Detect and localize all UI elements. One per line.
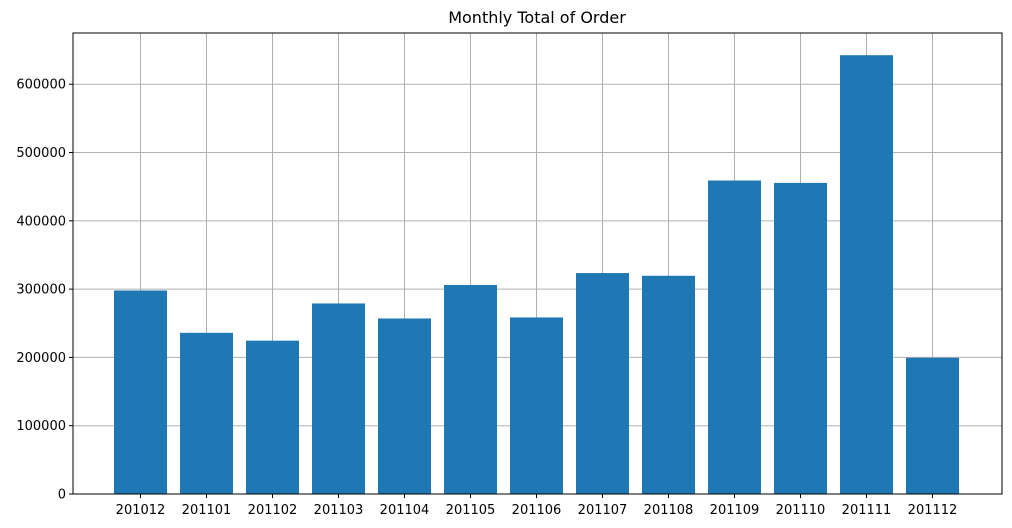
y-tick-label: 300000 xyxy=(16,283,66,298)
x-tick-label: 201111 xyxy=(842,503,892,518)
x-tick-label: 201109 xyxy=(710,503,760,518)
y-tick-label: 600000 xyxy=(16,78,66,93)
y-tick-label: 0 xyxy=(58,488,66,503)
bars xyxy=(114,55,959,495)
y-tick-label: 400000 xyxy=(16,214,66,229)
x-tick-label: 201110 xyxy=(776,503,826,518)
bar-201110 xyxy=(774,182,827,494)
x-tick-label: 201104 xyxy=(380,503,430,518)
bar-201107 xyxy=(576,273,629,494)
x-tick-label: 201107 xyxy=(578,503,628,518)
x-tick-label: 201106 xyxy=(512,503,562,518)
y-tick-label: 200000 xyxy=(16,351,66,366)
bar-201108 xyxy=(642,275,695,494)
bar-201105 xyxy=(444,285,497,494)
chart-title: Monthly Total of Order xyxy=(448,8,626,27)
bar-201106 xyxy=(510,317,563,494)
bar-201012 xyxy=(114,290,167,494)
x-tick-label: 201108 xyxy=(644,503,694,518)
bar-201103 xyxy=(312,303,365,494)
x-tick-label: 201102 xyxy=(248,503,298,518)
bar-201109 xyxy=(708,180,761,494)
x-tick-label: 201101 xyxy=(182,503,232,518)
x-tick-label: 201105 xyxy=(446,503,496,518)
bar-201101 xyxy=(180,332,233,494)
bar-201112 xyxy=(906,357,959,494)
x-tick-label: 201112 xyxy=(908,503,958,518)
bar-201111 xyxy=(840,55,893,495)
y-tick-label: 500000 xyxy=(16,146,66,161)
x-tick-label: 201012 xyxy=(116,503,166,518)
x-tick-label: 201103 xyxy=(314,503,364,518)
bar-201104 xyxy=(378,318,431,494)
bar-201102 xyxy=(246,340,299,494)
y-tick-label: 100000 xyxy=(16,419,66,434)
x-axis: 201012 201101 201102 201103 201104 201105 2011… xyxy=(116,494,958,518)
y-axis: 0 100000 200000 300000 400000 500000 600000 xyxy=(16,78,73,503)
plot-frame xyxy=(72,32,1003,495)
